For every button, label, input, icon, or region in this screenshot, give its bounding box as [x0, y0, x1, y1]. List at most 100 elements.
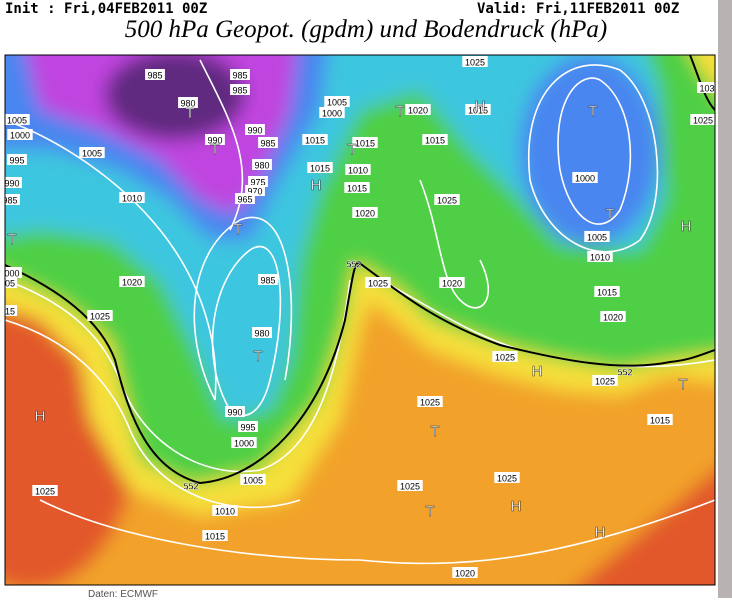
isobar-label: 1015 [305, 136, 325, 146]
isobar-label: 980 [180, 99, 195, 109]
isobar-label: 985 [232, 71, 247, 81]
isobar-label: 970 [247, 187, 262, 197]
pressure-center: H [511, 498, 522, 515]
isobar-label: 980 [254, 329, 269, 339]
isobar-label-bg [212, 505, 238, 516]
isobar-label-bg [452, 567, 478, 578]
isobar-label: 985 [260, 139, 275, 149]
isobar-label-bg [697, 82, 715, 93]
isobar-label: 1025 [420, 398, 440, 408]
isobar-label-bg [584, 231, 610, 242]
isobar-label-bg [5, 177, 22, 188]
isobar-label-bg [79, 147, 105, 158]
isobar-label-bg [434, 194, 460, 205]
isobar-label: 15 [5, 307, 15, 317]
isobar-label-bg [5, 114, 30, 125]
isobar-label: 975 [250, 178, 265, 188]
isobar-label: 990 [207, 136, 222, 146]
isobar-label: 103 [699, 84, 714, 94]
isobar-label: 1015 [310, 164, 330, 174]
isobar-label-bg [600, 311, 626, 322]
isobar-label-bg [235, 193, 255, 204]
isobar-label: 1025 [495, 353, 515, 363]
init-time: Init : Fri,04FEB2011 00Z [5, 1, 208, 17]
isobar-label: 995 [9, 156, 24, 166]
isobar-label: 1025 [693, 116, 713, 126]
isobar-label: 1005 [82, 149, 102, 159]
color-field [5, 55, 715, 585]
isobar-label: 995 [240, 423, 255, 433]
isobar-label-bg [240, 474, 266, 485]
isobar-label-bg [252, 159, 272, 170]
isobar-label: 1005 [7, 116, 27, 126]
isobar-label-bg [594, 286, 620, 297]
isobar-label: 1025 [465, 58, 485, 68]
isobar-label: 1025 [35, 487, 55, 497]
isobar-label-bg [248, 176, 268, 187]
isobar-label-bg [258, 274, 278, 285]
isobar-label: 1025 [595, 377, 615, 387]
isobar-label: 1020 [122, 278, 142, 288]
isobar-label: 1010 [348, 166, 368, 176]
pressure-center: H [595, 524, 606, 541]
isobar-label-bg [572, 172, 598, 183]
isobar-label: 1020 [455, 569, 475, 579]
isobar-label-bg [202, 530, 228, 541]
isobar-label: 985 [147, 71, 162, 81]
isobar-label: 1025 [400, 482, 420, 492]
pressure-center: T [425, 503, 434, 520]
isobar-label: 1015 [425, 136, 445, 146]
isobar-label-bg [230, 69, 250, 80]
geopotential-label: 552 [346, 260, 361, 270]
map-title: 500 hPa Geopot. (gpdm) und Bodendruck (h… [124, 16, 608, 43]
isobar-label-bg [397, 480, 423, 491]
pressure-center: H [35, 408, 46, 425]
map-border [4, 54, 716, 586]
pressure-center: T [605, 206, 614, 223]
isobar-label: 990 [4, 179, 19, 189]
isobar-label-bg [302, 134, 328, 145]
data-source: Daten: ECMWF [88, 589, 159, 600]
pressure-center: T [7, 231, 16, 248]
isobar-label-bg [494, 472, 520, 483]
isobar-label-bg [492, 351, 518, 362]
isobar-label-bg [462, 56, 488, 67]
geopotential-label: 552 [617, 368, 632, 378]
isobar-label-bg [319, 107, 345, 118]
isobar-label: 1005 [327, 98, 347, 108]
valid-time: Valid: Fri,11FEB2011 00Z [477, 1, 680, 17]
isobar-label-bg [344, 182, 370, 193]
pressure-center: H [681, 218, 692, 235]
isobar-label: 1025 [497, 474, 517, 484]
isobar-label-bg [145, 69, 165, 80]
pressure-center: T [678, 376, 687, 393]
isobar-label: 1000 [575, 174, 595, 184]
isobar-label: 1005 [243, 476, 263, 486]
isobar-label: 990 [247, 126, 262, 136]
isobar-label: 1000 [10, 131, 30, 141]
isobar-label: 1000 [234, 439, 254, 449]
pressure-center: H [532, 363, 543, 380]
pressure-center: T [395, 103, 404, 120]
pressure-center: T [347, 141, 356, 158]
isobar-label-bg [245, 124, 265, 135]
isobar-label-bg [7, 129, 33, 140]
isobar-label-bg [119, 276, 145, 287]
pressure-center: H [311, 177, 322, 194]
isobar-label-bg [178, 97, 198, 108]
isobar-label: 1010 [122, 194, 142, 204]
isobar-label: 05 [5, 279, 15, 289]
isobar-label-bg [405, 104, 431, 115]
isobar-label: 985 [260, 276, 275, 286]
isobar-label: 1020 [603, 313, 623, 323]
isobar-label: 1020 [355, 209, 375, 219]
isobar-label-bg [587, 251, 613, 262]
isobar-label: 985 [2, 196, 17, 206]
pressure-center: T [185, 105, 194, 122]
isobar-label-bg [352, 137, 378, 148]
pressure-center: T [253, 348, 262, 365]
isobar-label-bg [422, 134, 448, 145]
isobar-label: 1005 [587, 233, 607, 243]
pressure-center: T [588, 103, 597, 120]
contour-552 [5, 260, 715, 485]
